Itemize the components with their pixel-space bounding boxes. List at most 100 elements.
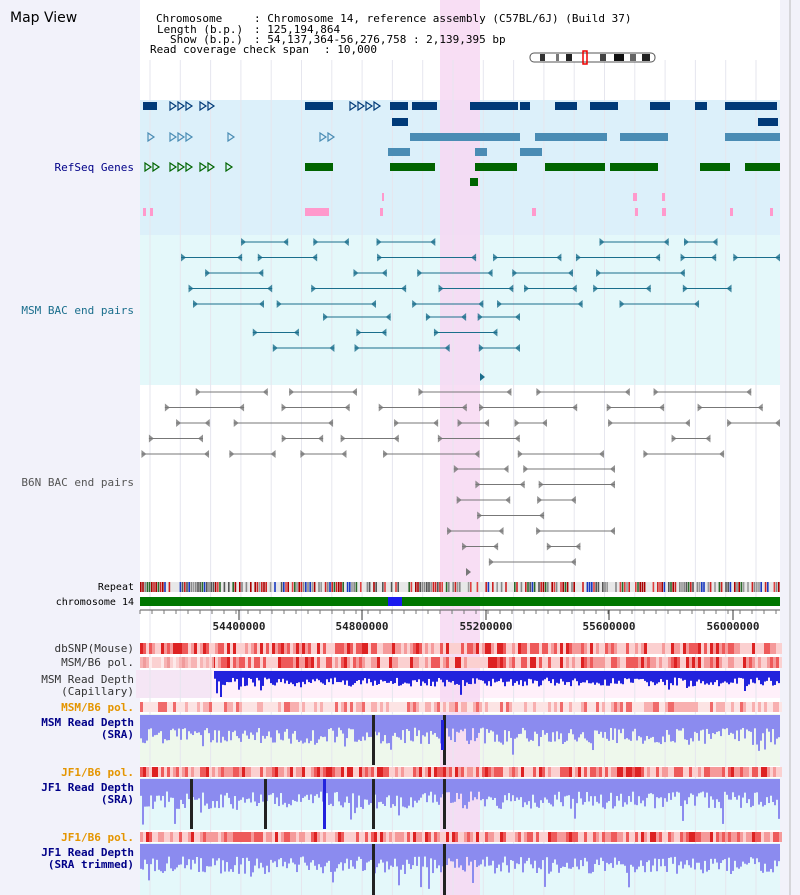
track-label-refseq[interactable]: RefSeq Genes xyxy=(54,161,134,174)
jf1-pol2-track xyxy=(233,832,236,842)
msm-capillary-depth xyxy=(678,671,680,679)
jf1-pol-track xyxy=(176,767,179,777)
msm-capillary-depth xyxy=(400,671,402,686)
msm-sra-depth xyxy=(320,715,322,737)
msm-capillary-depth xyxy=(276,671,278,683)
msm-sra-depth xyxy=(344,715,346,747)
repeat-mark xyxy=(652,582,655,592)
coverage-value: : 10,000 xyxy=(324,43,377,56)
jf1-sra-depth xyxy=(242,779,244,798)
msm-sra-depth xyxy=(446,715,448,729)
msm-sra-depth xyxy=(186,715,188,740)
jf1-pol2-track xyxy=(515,832,518,842)
b6n-bac-pair-end xyxy=(598,450,604,458)
jf1-pol-track xyxy=(518,767,521,777)
jf1-pol2-track xyxy=(596,832,599,842)
jf1-pol2-track xyxy=(632,832,635,842)
msm-pol2-track xyxy=(686,702,689,712)
msm-sra-depth xyxy=(706,715,708,729)
msm-sra-depth xyxy=(268,715,270,732)
msm-sra-depth xyxy=(652,715,654,737)
msm-sra-depth xyxy=(514,715,516,739)
jf1-pol2-track xyxy=(374,832,377,842)
jf1-trim-depth xyxy=(304,844,306,863)
msm-sra-depth xyxy=(622,715,624,729)
jf1-pol2-track xyxy=(572,832,575,842)
jf1-trim-depth xyxy=(490,844,492,866)
msm-sra-depth xyxy=(180,715,182,740)
jf1-pol2-track xyxy=(467,832,470,842)
msm-pol-track xyxy=(602,657,605,668)
jf1-sra-depth xyxy=(446,779,448,793)
msm-pol2-track xyxy=(695,702,698,712)
msm-sra-depth xyxy=(482,715,484,728)
jf1-sra-depth xyxy=(198,779,200,799)
jf1-pol2-track xyxy=(707,832,710,842)
jf1-sra-depth xyxy=(628,779,630,797)
msm-sra-depth xyxy=(160,715,162,732)
msm-sra-depth xyxy=(176,715,178,737)
jf1-trim-depth xyxy=(608,844,610,865)
msm-capillary-depth xyxy=(522,671,524,687)
jf1-trim-depth xyxy=(680,844,682,862)
msm-pol-track xyxy=(404,657,407,668)
ideogram-marker xyxy=(582,50,588,65)
jf1-sra-depth xyxy=(584,779,586,803)
msm-pol-track xyxy=(263,657,266,668)
depth-spike xyxy=(323,779,326,829)
msm-pol2-track xyxy=(170,702,173,712)
jf1-sra-depth xyxy=(462,779,464,809)
jf1-trim-depth xyxy=(570,844,572,869)
b6n-bac-pair-end xyxy=(757,403,763,412)
msm-capillary-depth xyxy=(248,671,250,679)
msm-sra-depth xyxy=(534,715,536,732)
gene-arrow xyxy=(177,161,186,173)
msm-pol2-track xyxy=(407,702,410,712)
msm-sra-depth xyxy=(274,715,276,743)
msm-capillary-depth xyxy=(268,671,270,679)
refseq-gene xyxy=(760,133,780,141)
jf1-pol2-track xyxy=(290,832,293,842)
track-label-b6n-bac[interactable]: B6N BAC end pairs xyxy=(21,476,134,489)
jf1-sra-depth xyxy=(310,779,312,795)
msm-sra-depth xyxy=(474,715,476,742)
jf1-trim-depth xyxy=(218,844,220,859)
jf1-pol-track xyxy=(524,767,527,777)
msm-bac-pair-end xyxy=(181,253,187,262)
msm-pol-track xyxy=(350,657,353,668)
msm-pol-track xyxy=(749,657,752,668)
msm-sra-depth xyxy=(674,715,676,743)
msm-pol-track xyxy=(554,657,557,668)
msm-capillary-depth xyxy=(230,671,232,683)
dbsnp-track xyxy=(488,643,491,654)
msm-sra-depth xyxy=(572,715,574,735)
repeat-mark xyxy=(591,582,593,592)
dbsnp-track xyxy=(749,643,752,654)
msm-pol2-track xyxy=(248,702,251,712)
jf1-pol2-track xyxy=(686,832,689,842)
msm-pol2-track xyxy=(200,702,203,712)
repeat-mark xyxy=(208,582,210,592)
jf1-pol-track xyxy=(680,767,683,777)
jf1-pol-track xyxy=(236,767,239,777)
repeat-mark xyxy=(672,582,674,592)
jf1-sra-depth xyxy=(348,779,350,804)
track-label-msm-bac[interactable]: MSM BAC end pairs xyxy=(21,304,134,317)
repeat-mark xyxy=(210,582,212,592)
msm-sra-depth xyxy=(252,715,254,735)
jf1-trim-depth xyxy=(386,844,388,862)
msm-pol2-track xyxy=(515,702,518,712)
jf1-pol-track xyxy=(227,767,230,777)
msm-pol2-track xyxy=(167,702,170,712)
msm-capillary-depth xyxy=(676,671,678,686)
msm-capillary-depth xyxy=(250,671,252,679)
msm-pol-track xyxy=(539,657,542,668)
jf1-pol2-track xyxy=(770,832,773,842)
msm-sra-depth xyxy=(420,715,422,744)
msm-sra-depth xyxy=(476,715,478,738)
msm-sra-depth xyxy=(248,715,250,739)
repeat-mark xyxy=(164,582,166,592)
jf1-sra-depth xyxy=(468,779,470,802)
capillary-gap xyxy=(136,670,212,698)
